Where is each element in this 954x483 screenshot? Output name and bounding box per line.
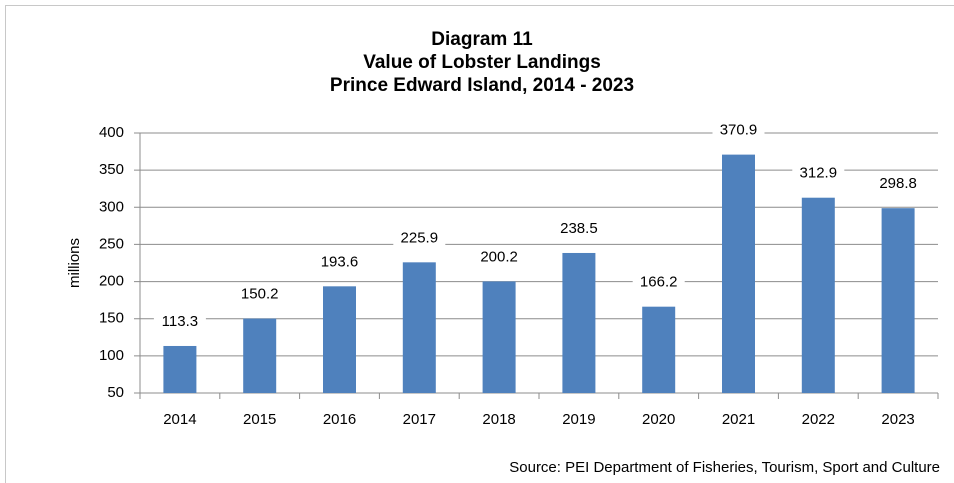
data-label: 193.6 xyxy=(321,253,359,270)
y-tick-label: 200 xyxy=(99,273,124,290)
x-tick-label: 2021 xyxy=(722,411,755,428)
data-label: 225.9 xyxy=(401,229,439,246)
y-tick-label: 300 xyxy=(99,198,124,215)
x-tick-label: 2020 xyxy=(642,411,675,428)
data-label-bg xyxy=(792,162,845,185)
bar xyxy=(562,252,596,393)
chart-title: Diagram 11 xyxy=(431,29,533,50)
y-tick-label: 400 xyxy=(99,124,124,141)
bar xyxy=(243,318,277,393)
data-label: 298.8 xyxy=(879,175,917,192)
data-label: 166.2 xyxy=(640,274,678,291)
data-label-bg xyxy=(632,271,685,294)
bar xyxy=(402,262,436,393)
bar xyxy=(323,286,356,393)
bar xyxy=(163,345,197,393)
y-axis-label: millions xyxy=(66,238,83,288)
bar xyxy=(801,197,835,393)
data-label: 238.5 xyxy=(560,220,598,237)
bar xyxy=(642,306,676,393)
source-note: Source: PEI Department of Fisheries, Tou… xyxy=(509,459,940,476)
bar xyxy=(722,154,755,393)
chart-title: Prince Edward Island, 2014 - 2023 xyxy=(330,75,634,96)
data-label-bg xyxy=(153,310,206,333)
data-label-bg xyxy=(552,217,605,240)
data-label-bg xyxy=(872,173,925,196)
x-tick-label: 2017 xyxy=(403,411,436,428)
y-tick-label: 100 xyxy=(99,347,124,364)
y-tick-label: 250 xyxy=(99,235,124,252)
data-label: 312.9 xyxy=(800,165,838,182)
bar xyxy=(881,208,915,393)
data-label-bg xyxy=(712,119,765,142)
x-tick-label: 2018 xyxy=(482,411,515,428)
bar xyxy=(482,281,516,393)
x-tick-label: 2023 xyxy=(881,411,914,428)
data-label: 150.2 xyxy=(241,286,279,303)
data-label: 370.9 xyxy=(720,122,758,139)
x-tick-label: 2016 xyxy=(323,411,356,428)
data-label-bg xyxy=(313,251,366,274)
chart-title: Value of Lobster Landings xyxy=(363,52,601,73)
x-tick-label: 2015 xyxy=(243,411,276,428)
y-tick-label: 350 xyxy=(99,161,124,178)
x-tick-label: 2022 xyxy=(802,411,835,428)
data-label-bg xyxy=(393,227,446,250)
x-tick-label: 2014 xyxy=(163,411,196,428)
data-label-bg xyxy=(473,246,526,269)
y-tick-label: 50 xyxy=(107,384,124,401)
x-tick-label: 2019 xyxy=(562,411,595,428)
y-tick-label: 150 xyxy=(99,310,124,327)
data-label-bg xyxy=(233,283,286,306)
data-label: 200.2 xyxy=(480,248,518,265)
data-label: 113.3 xyxy=(162,313,198,330)
